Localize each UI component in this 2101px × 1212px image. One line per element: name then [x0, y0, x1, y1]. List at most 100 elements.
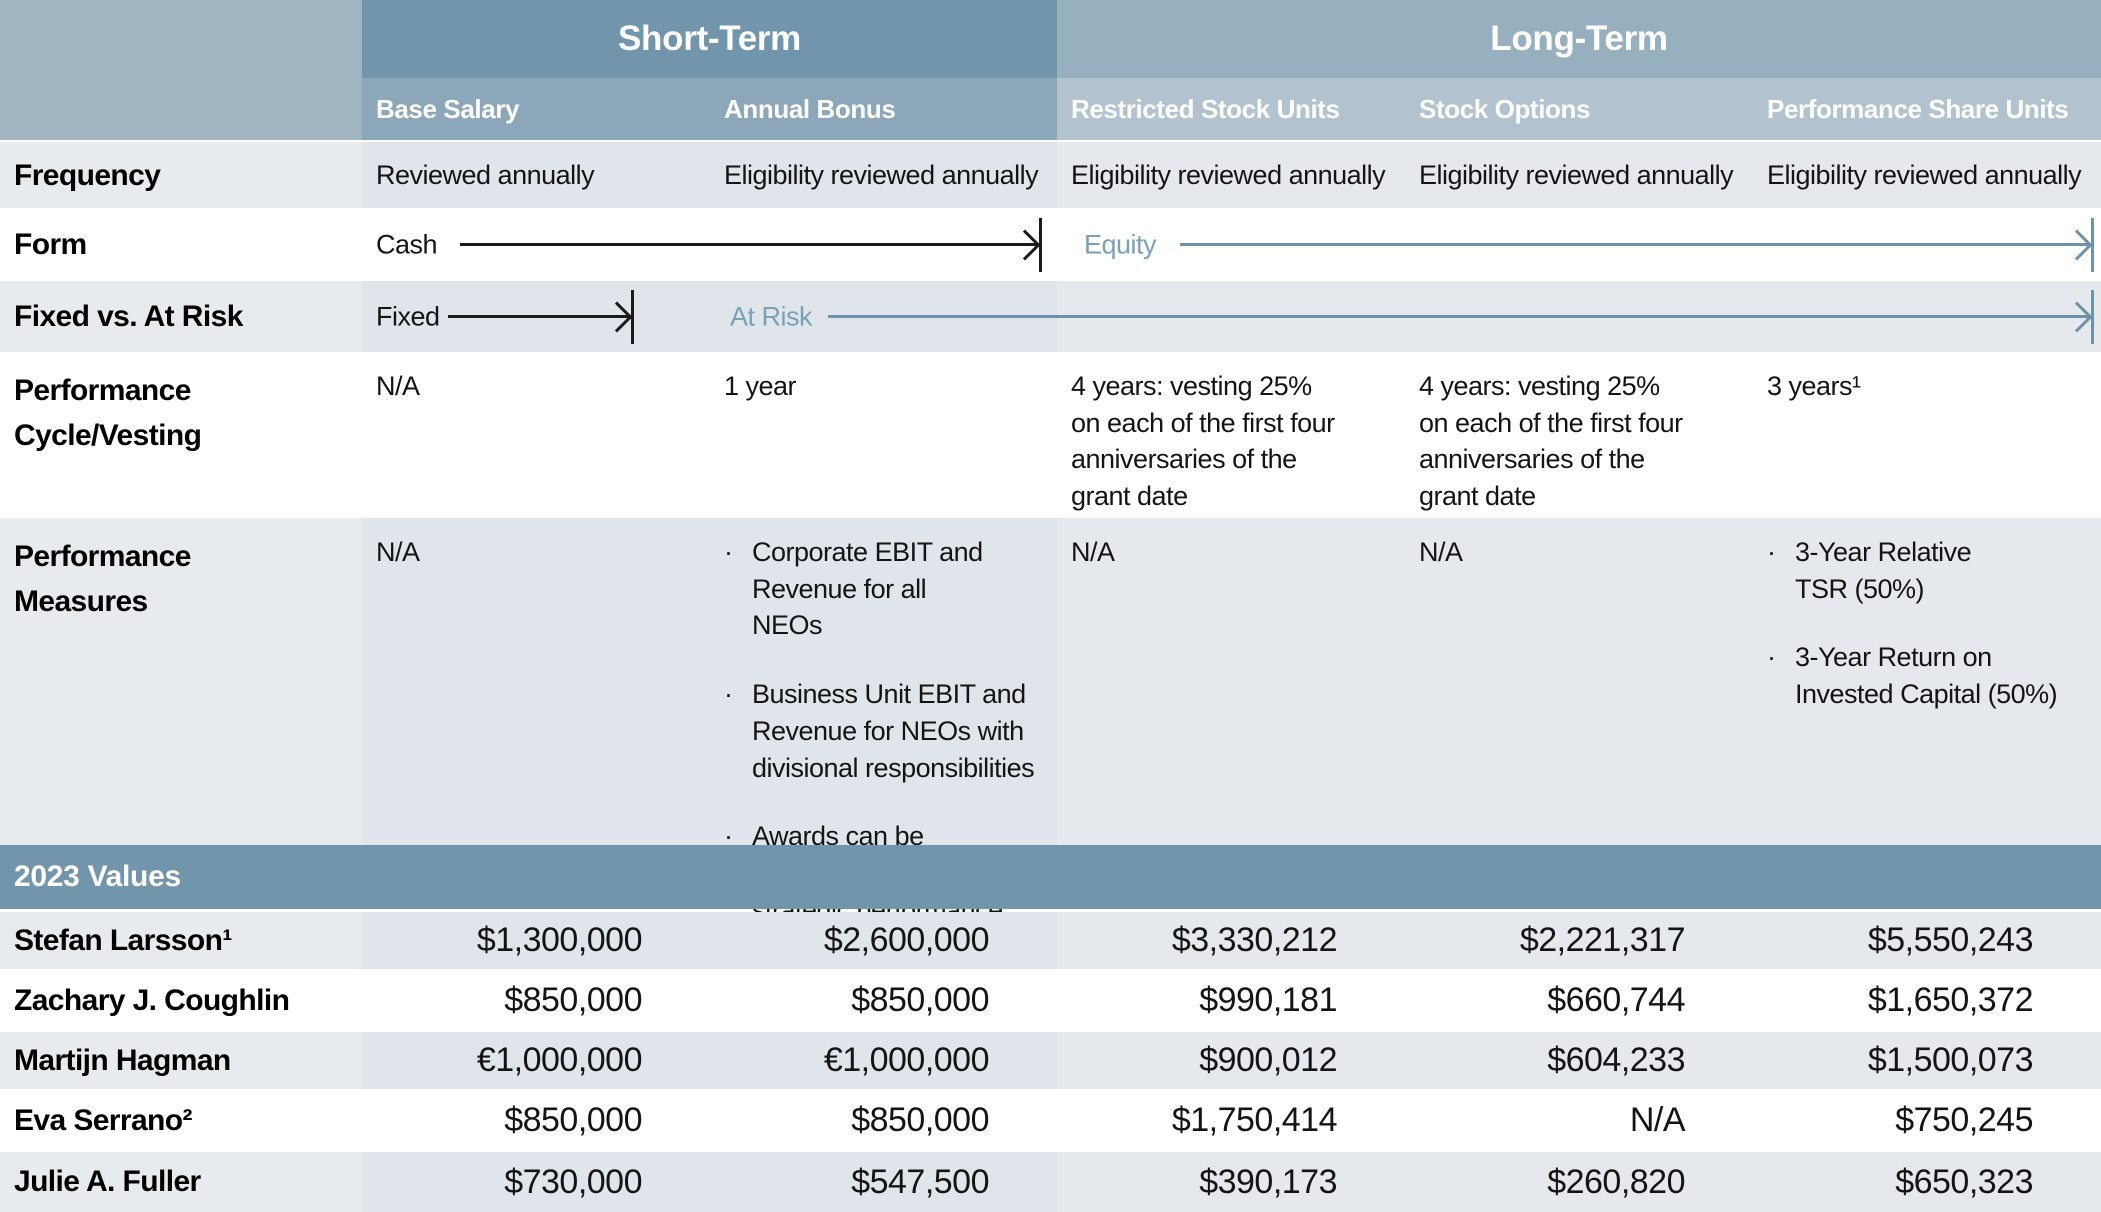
cash-arrow-end-bar	[1039, 217, 1042, 272]
corner-cell	[0, 0, 362, 140]
cash-arrow-line	[460, 243, 1038, 246]
value-annual-bonus: $850,000	[851, 1101, 989, 1139]
at-risk-arrow-head-icon	[2061, 300, 2093, 333]
row-label-form: Form	[14, 228, 87, 261]
group-header-short-term: Short-Term	[362, 0, 1057, 78]
cell-pcv-rsu: 4 years: vesting 25% on each of the firs…	[1071, 371, 1335, 512]
cell-pcv-base-salary: N/A	[376, 371, 420, 401]
group-header-long-term: Long-Term	[1057, 0, 2101, 78]
value-base-salary: $730,000	[362, 1152, 710, 1212]
equity-arrow-line	[1180, 243, 2090, 246]
cell-pm-stock-options: N/A	[1405, 518, 1753, 845]
value-rsu: $900,012	[1057, 1032, 1405, 1089]
fixed-arrow	[448, 289, 634, 345]
column-header-row: Base Salary Annual Bonus Restricted Stoc…	[0, 78, 2101, 140]
value-psu: $1,500,073	[1753, 1032, 2101, 1089]
list-item: · Corporate EBIT and Revenue for all NEO…	[724, 534, 1044, 644]
value-psu: $1,650,372	[1867, 981, 2034, 1019]
cell-frequency-annual-bonus: Eligibility reviewed annually	[710, 142, 1057, 208]
cell-pcv-psu: 3 years¹	[1767, 371, 1861, 401]
value-psu: $650,323	[1753, 1152, 2101, 1212]
cell-frequency-rsu: Eligibility reviewed annually	[1057, 142, 1405, 208]
value-annual-bonus: $2,600,000	[710, 912, 1057, 969]
row-label-frequency: Frequency	[0, 142, 362, 208]
value-annual-bonus: $547,500	[710, 1152, 1057, 1212]
table-row-eva-serrano: Eva Serrano² $850,000 $850,000 $1,750,41…	[0, 1092, 2101, 1149]
cell-pm-rsu: N/A	[1057, 518, 1405, 845]
at-risk-label: At Risk	[730, 301, 813, 332]
value-base-salary: $1,300,000	[362, 912, 710, 969]
column-header-annual-bonus: Annual Bonus	[710, 78, 1057, 140]
list-item: · 3-Year Return on Invested Capital (50%…	[1767, 639, 2095, 712]
at-risk-arrow-end-bar	[2091, 289, 2094, 344]
group-header-row: Short-Term Long-Term	[0, 0, 2101, 78]
value-stock-options: N/A	[1629, 1101, 1686, 1139]
section-title: 2023 Values	[14, 860, 181, 893]
form-equity-label: Equity	[1084, 229, 1157, 260]
exec-name: Zachary J. Coughlin	[14, 983, 290, 1017]
exec-name: Julie A. Fuller	[0, 1152, 362, 1212]
form-cash-label: Cash	[376, 229, 438, 260]
row-label-performance-measures: Performance Measures	[0, 518, 362, 845]
table-row-stefan-larsson: Stefan Larsson¹ $1,300,000 $2,600,000 $3…	[0, 912, 2101, 969]
bullet-dot: ·	[724, 679, 733, 710]
table-row-zachary-coughlin: Zachary J. Coughlin $850,000 $850,000 $9…	[0, 972, 2101, 1029]
value-psu: $5,550,243	[1753, 912, 2101, 969]
column-header-performance-share-units: Performance Share Units	[1753, 78, 2101, 140]
list-item: · 3-Year Relative TSR (50%)	[1767, 534, 2095, 607]
cash-arrow	[460, 217, 1042, 273]
table-row-julie-fuller: Julie A. Fuller $730,000 $547,500 $390,1…	[0, 1152, 2101, 1212]
exec-name: Eva Serrano²	[14, 1103, 192, 1137]
equity-arrow-head-icon	[2061, 228, 2093, 261]
group-header-short-term-label: Short-Term	[617, 19, 802, 58]
exec-name: Martijn Hagman	[0, 1032, 362, 1089]
value-rsu: $990,181	[1199, 981, 1337, 1019]
row-label-fixed-vs-at-risk: Fixed vs. At Risk	[0, 281, 362, 352]
bullet-dot: ·	[724, 537, 733, 567]
row-form: Form Cash Equity	[0, 208, 2101, 281]
value-stock-options: $660,744	[1547, 981, 1685, 1019]
column-header-stock-options: Stock Options	[1405, 78, 1753, 140]
cell-frequency-base-salary: Reviewed annually	[362, 142, 710, 208]
value-psu: $750,245	[1895, 1101, 2033, 1139]
value-base-salary: €1,000,000	[362, 1032, 710, 1089]
row-performance-cycle-vesting: Performance Cycle/Vesting N/A 1 year 4 y…	[0, 352, 2101, 518]
column-header-base-salary: Base Salary	[362, 78, 710, 140]
cash-arrow-head-icon	[1009, 228, 1041, 261]
cell-pm-base-salary: N/A	[362, 518, 710, 845]
value-base-salary: $850,000	[504, 981, 642, 1019]
fixed-arrow-end-bar	[631, 289, 634, 344]
cell-pm-psu: · 3-Year Relative TSR (50%) · 3-Year Ret…	[1753, 518, 2101, 845]
cell-pm-annual-bonus: · Corporate EBIT and Revenue for all NEO…	[710, 518, 1057, 961]
bullet-dot: ·	[724, 821, 733, 852]
section-header-2023-values: 2023 Values	[0, 845, 2101, 909]
equity-arrow	[1180, 217, 2094, 273]
list-item: · Business Unit EBIT and Revenue for NEO…	[724, 676, 1044, 786]
value-rsu: $3,330,212	[1057, 912, 1405, 969]
fixed-arrow-head-icon	[601, 300, 633, 333]
value-annual-bonus: €1,000,000	[710, 1032, 1057, 1089]
equity-arrow-end-bar	[2091, 217, 2094, 272]
psu-bullet-list: · 3-Year Relative TSR (50%) · 3-Year Ret…	[1767, 534, 2095, 745]
value-rsu: $390,173	[1057, 1152, 1405, 1212]
row-label-performance-cycle: Performance Cycle/Vesting	[14, 374, 202, 452]
cell-frequency-stock-options: Eligibility reviewed annually	[1405, 142, 1753, 208]
fixed-arrow-line	[448, 315, 630, 318]
bullet-dot: ·	[1767, 537, 1776, 567]
at-risk-arrow-line	[828, 315, 2090, 318]
value-stock-options: $2,221,317	[1405, 912, 1753, 969]
cell-pcv-stock-options: 4 years: vesting 25% on each of the firs…	[1419, 371, 1683, 512]
exec-name: Stefan Larsson¹	[0, 912, 362, 969]
value-stock-options: $604,233	[1405, 1032, 1753, 1089]
column-header-restricted-stock-units: Restricted Stock Units	[1057, 78, 1405, 140]
at-risk-arrow	[828, 289, 2094, 345]
value-stock-options: $260,820	[1405, 1152, 1753, 1212]
group-header-long-term-label: Long-Term	[1490, 19, 1668, 58]
bullet-dot: ·	[1767, 642, 1776, 673]
value-annual-bonus: $850,000	[851, 981, 989, 1019]
value-base-salary: $850,000	[504, 1101, 642, 1139]
row-frequency: Frequency Reviewed annually Eligibility …	[0, 142, 2101, 208]
cell-frequency-psu: Eligibility reviewed annually	[1753, 142, 2101, 208]
cell-pcv-annual-bonus: 1 year	[724, 371, 797, 401]
